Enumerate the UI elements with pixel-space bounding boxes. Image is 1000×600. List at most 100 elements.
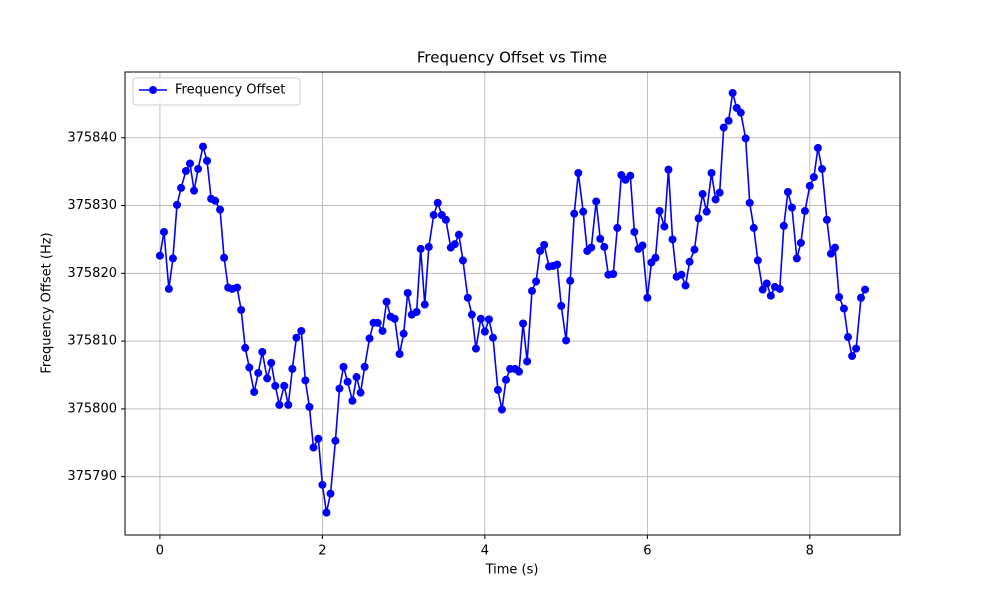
x-tick-label: 6 — [643, 544, 651, 559]
data-point — [566, 276, 575, 285]
data-point — [382, 297, 391, 306]
data-point — [467, 310, 476, 319]
data-point — [211, 196, 220, 205]
data-point — [514, 367, 523, 376]
data-point — [574, 169, 583, 178]
data-point — [471, 344, 480, 353]
data-point — [800, 206, 809, 215]
data-point — [326, 489, 335, 498]
data-point — [395, 350, 404, 359]
data-point — [702, 207, 711, 216]
data-point — [698, 190, 707, 199]
data-point — [758, 285, 767, 294]
data-point — [237, 305, 246, 314]
data-point — [579, 207, 588, 216]
data-point — [190, 186, 199, 195]
data-point — [433, 198, 442, 207]
data-point — [271, 381, 280, 390]
data-point — [390, 314, 399, 323]
data-point — [412, 307, 421, 316]
data-point — [454, 230, 463, 239]
data-point — [322, 508, 331, 517]
data-point — [365, 334, 374, 343]
data-point — [749, 223, 758, 232]
data-point — [839, 304, 848, 313]
data-point — [497, 405, 506, 414]
data-line — [159, 92, 866, 513]
legend-box — [132, 77, 301, 106]
data-point — [668, 235, 677, 244]
data-point — [309, 443, 318, 452]
data-point — [267, 358, 276, 367]
data-point — [835, 293, 844, 302]
data-point — [651, 253, 660, 262]
data-point — [233, 283, 242, 292]
data-point — [600, 242, 609, 251]
data-point — [711, 195, 720, 204]
data-point — [532, 277, 541, 286]
data-point — [831, 243, 840, 252]
data-point — [263, 374, 272, 383]
data-point — [484, 315, 493, 324]
data-point — [378, 326, 387, 335]
data-point — [241, 343, 250, 352]
data-point — [609, 270, 618, 279]
data-point — [331, 436, 340, 445]
chart-title: Frequency Offset vs Time — [417, 49, 607, 67]
data-point — [172, 200, 181, 209]
data-point — [292, 333, 301, 342]
data-point — [297, 326, 306, 335]
data-point — [519, 319, 528, 328]
data-point — [335, 384, 344, 393]
data-point — [677, 270, 686, 279]
data-point — [728, 89, 737, 98]
data-point — [203, 156, 212, 165]
data-point — [536, 246, 545, 255]
data-point — [450, 240, 459, 249]
data-point — [553, 260, 562, 269]
data-point — [216, 205, 225, 214]
data-point — [284, 400, 293, 409]
x-tick-label: 8 — [806, 544, 814, 559]
data-point — [822, 215, 831, 224]
data-point — [254, 368, 263, 377]
data-point — [348, 396, 357, 405]
y-tick-label: 375790 — [67, 469, 117, 484]
data-point — [280, 381, 289, 390]
data-point — [194, 164, 203, 173]
data-point — [441, 215, 450, 224]
data-point — [596, 234, 605, 243]
data-point — [685, 257, 694, 266]
data-point — [523, 357, 532, 366]
data-point — [416, 244, 425, 253]
legend-label: Frequency Offset — [175, 83, 285, 98]
data-point — [181, 166, 190, 175]
data-point — [592, 197, 601, 206]
data-point — [690, 245, 699, 254]
data-point — [429, 211, 438, 220]
data-point — [352, 373, 361, 382]
data-point — [318, 480, 327, 489]
data-point — [861, 285, 870, 294]
data-point — [343, 377, 352, 386]
data-point — [540, 240, 549, 249]
data-point — [305, 402, 314, 411]
data-point — [715, 188, 724, 197]
data-point — [399, 329, 408, 338]
data-point — [779, 221, 788, 230]
data-point — [613, 223, 622, 232]
data-point — [848, 352, 857, 361]
data-point — [655, 206, 664, 215]
data-point — [557, 301, 566, 310]
data-point — [792, 254, 801, 263]
data-point — [783, 187, 792, 196]
data-point — [724, 116, 733, 125]
data-point — [458, 256, 467, 265]
data-point — [245, 363, 254, 372]
data-point — [463, 293, 472, 302]
data-point — [339, 362, 348, 371]
data-point — [360, 362, 369, 371]
data-point — [502, 375, 511, 384]
data-point — [753, 256, 762, 265]
data-point — [745, 198, 754, 207]
